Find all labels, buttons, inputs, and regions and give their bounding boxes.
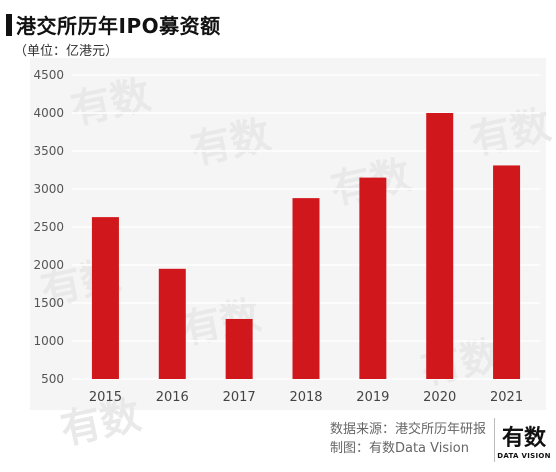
title-block: 港交所历年IPO募资额 [6, 10, 221, 39]
brand-logo: 有数 DATA VISION [494, 418, 553, 462]
x-tick-label: 2015 [89, 390, 122, 405]
y-tick-label: 500 [41, 372, 64, 386]
y-tick-label: 2000 [33, 258, 64, 272]
chart-title: 港交所历年IPO募资额 [16, 14, 221, 38]
y-tick-label: 3500 [33, 144, 64, 158]
chart-subtitle: （单位：亿港元） [14, 44, 119, 59]
credit-note: 制图：有数Data Vision [329, 441, 469, 456]
chart-footer: 数据来源：港交所历年研报 制图：有数Data Vision [330, 420, 486, 458]
bar [426, 113, 454, 379]
x-tick-label: 2019 [356, 390, 389, 405]
bar [158, 268, 186, 379]
y-tick-label: 1500 [33, 296, 64, 310]
x-tick-label: 2016 [156, 390, 189, 405]
x-tick-label: 2021 [490, 390, 523, 405]
x-tick-label: 2020 [423, 390, 456, 405]
y-tick-label: 4500 [33, 68, 64, 82]
y-tick-label: 2500 [33, 220, 64, 234]
bar [91, 217, 119, 379]
source-note: 数据来源：港交所历年研报 [329, 422, 486, 437]
y-tick-label: 4000 [33, 106, 64, 120]
logo-subtext: DATA VISION [497, 452, 551, 460]
logo-text: 有数 [501, 426, 546, 451]
y-tick-label: 3000 [33, 182, 64, 196]
bar [359, 177, 387, 379]
bar [493, 165, 521, 379]
bar [225, 318, 253, 379]
title-accent-bar [6, 13, 12, 36]
bar [292, 198, 320, 379]
x-tick-label: 2017 [223, 390, 256, 405]
y-tick-label: 1000 [33, 334, 64, 348]
x-tick-label: 2018 [289, 390, 322, 405]
